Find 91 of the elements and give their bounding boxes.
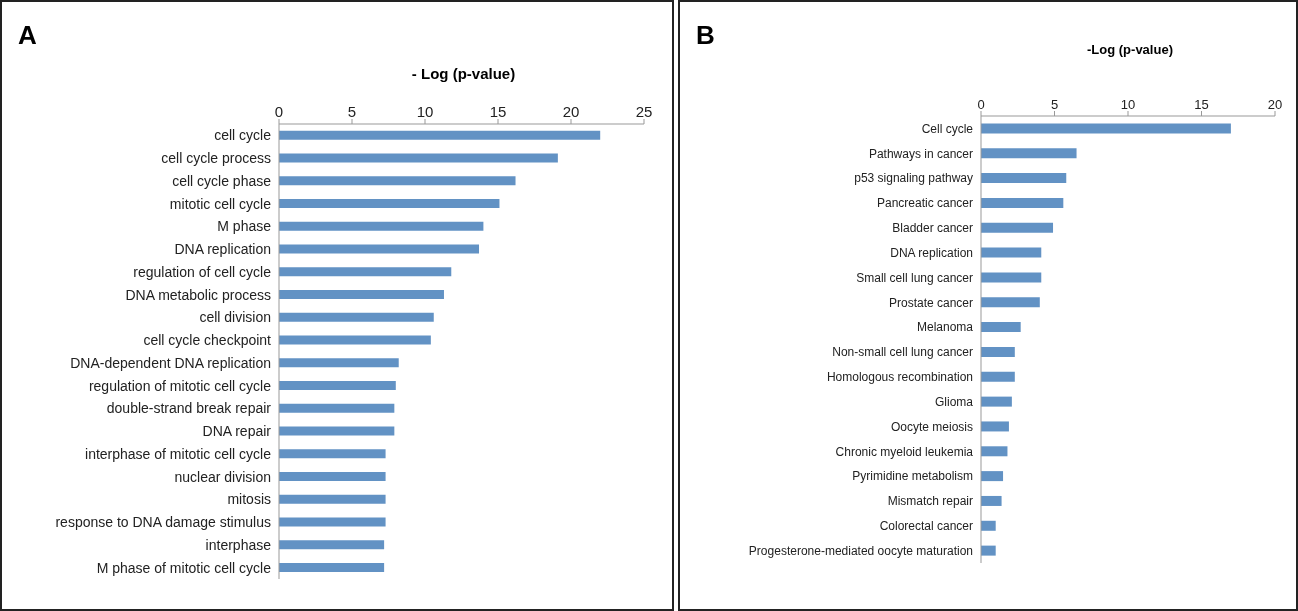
y-tick-label: Mismatch repair — [887, 494, 973, 509]
bar — [279, 381, 396, 391]
bar — [279, 176, 516, 186]
y-tick-label: M phase — [217, 218, 272, 235]
x-tick-label: 0 — [274, 103, 284, 120]
bar — [981, 272, 1042, 283]
x-tick-label: 15 — [489, 103, 507, 120]
bar — [981, 173, 1067, 184]
bar — [981, 297, 1040, 308]
x-tick-label: 0 — [977, 97, 985, 112]
bar — [981, 545, 996, 556]
bar — [279, 199, 500, 209]
bar — [981, 322, 1021, 333]
y-tick-label: interphase — [205, 536, 272, 553]
bar — [279, 312, 434, 322]
bar — [981, 247, 1042, 258]
y-tick-label: nuclear division — [174, 468, 271, 485]
bar — [981, 396, 1012, 407]
y-tick-label: mitosis — [227, 491, 271, 508]
x-axis-title: -Log (p-value) — [1086, 42, 1174, 57]
y-tick-label: Homologous recombination — [826, 370, 973, 385]
x-axis-title: - Log (p-value) — [410, 65, 517, 82]
y-tick-label: Bladder cancer — [892, 221, 973, 236]
y-tick-label: regulation of cell cycle — [133, 263, 272, 280]
y-tick-label: cell division — [199, 309, 271, 326]
y-tick-label: Prostate cancer — [888, 295, 973, 310]
y-tick-label: p53 signaling pathway — [854, 171, 973, 186]
bar — [981, 346, 1015, 357]
y-tick-label: Pathways in cancer — [868, 146, 973, 161]
x-tick-label: 15 — [1194, 97, 1209, 112]
y-tick-label: Glioma — [934, 394, 974, 409]
x-tick-label: 20 — [1267, 97, 1283, 112]
y-tick-label: Non-small cell lung cancer — [832, 345, 973, 360]
y-tick-label: Colorectal cancer — [879, 519, 973, 534]
bar — [279, 494, 386, 504]
bar — [981, 495, 1002, 506]
bar — [279, 540, 385, 550]
bar — [279, 517, 386, 527]
y-tick-label: Cell cycle — [921, 121, 974, 136]
y-tick-label: M phase of mitotic cell cycle — [96, 559, 272, 576]
bar — [279, 563, 385, 573]
bar — [279, 358, 399, 368]
x-tick-label: 20 — [562, 103, 580, 120]
y-tick-label: DNA replication — [174, 241, 271, 258]
y-tick-label: regulation of mitotic cell cycle — [88, 377, 272, 394]
bar — [279, 290, 444, 300]
bar — [279, 449, 386, 459]
text: B — [696, 20, 715, 51]
y-tick-label: cell cycle phase — [172, 172, 272, 189]
bar — [981, 222, 1054, 233]
bar — [279, 130, 601, 140]
y-tick-label: DNA-dependent DNA replication — [70, 354, 271, 371]
x-tick-label: 5 — [1050, 97, 1059, 112]
bar — [279, 403, 395, 413]
y-tick-label: response to DNA damage stimulus — [55, 514, 271, 531]
bar — [279, 267, 452, 277]
y-tick-label: Pyrimidine metabolism — [852, 469, 973, 484]
y-tick-label: DNA metabolic process — [125, 286, 271, 303]
bar — [279, 244, 480, 254]
y-tick-label: double-strand break repair — [106, 400, 272, 417]
y-tick-label: DNA replication — [890, 245, 973, 260]
bar — [981, 197, 1064, 208]
bar — [981, 123, 1231, 134]
y-tick-label: mitotic cell cycle — [169, 195, 272, 212]
text: A — [18, 20, 37, 51]
bar — [981, 471, 1004, 482]
y-tick-label: Oocyte meiosis — [890, 419, 973, 434]
y-tick-label: interphase of mitotic cell cycle — [85, 445, 272, 462]
bar — [981, 421, 1009, 432]
bar — [279, 472, 386, 482]
y-tick-label: Chronic myeloid leukemia — [835, 444, 974, 459]
y-tick-label: DNA repair — [202, 423, 272, 440]
bar — [981, 446, 1008, 457]
bar — [279, 153, 558, 163]
y-tick-label: cell cycle process — [161, 150, 271, 167]
x-tick-label: 25 — [635, 103, 653, 120]
y-tick-label: Progesterone-mediated oocyte maturation — [748, 543, 973, 558]
y-tick-label: Melanoma — [916, 320, 974, 335]
y-tick-label: Pancreatic cancer — [876, 196, 973, 211]
bar — [279, 221, 484, 231]
y-tick-label: cell cycle — [214, 127, 272, 144]
bar — [981, 371, 1015, 382]
bar — [279, 335, 431, 345]
x-tick-label: 5 — [347, 103, 357, 120]
bar — [981, 148, 1077, 159]
y-tick-label: Small cell lung cancer — [856, 270, 973, 285]
bar — [981, 520, 996, 531]
x-tick-label: 10 — [416, 103, 434, 120]
bar — [279, 426, 395, 436]
x-tick-label: 10 — [1120, 97, 1136, 112]
y-tick-label: cell cycle checkpoint — [143, 332, 272, 349]
